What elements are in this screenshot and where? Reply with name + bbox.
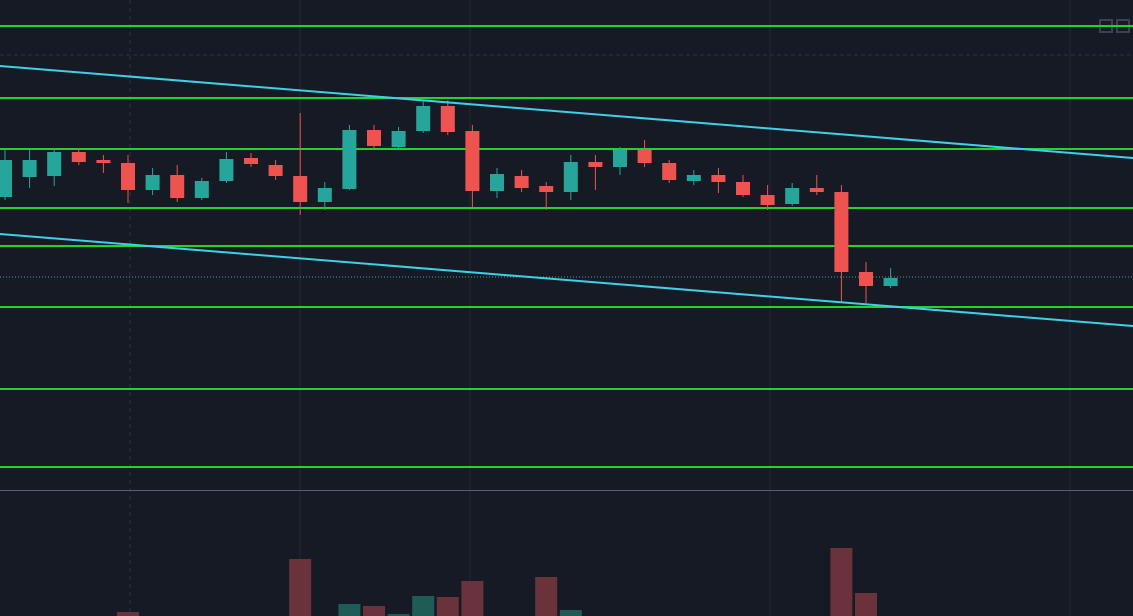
candle-body (613, 150, 627, 167)
candle-body (539, 186, 554, 192)
candle-body (219, 159, 234, 181)
volume-bar (436, 597, 459, 616)
volume-bar (338, 604, 361, 616)
candle-body (760, 195, 775, 205)
volume-bar (461, 581, 484, 616)
candle-body (367, 130, 381, 146)
candle-body (711, 175, 726, 182)
volume-bar (830, 548, 853, 616)
candle-body (0, 160, 12, 197)
candle-body (440, 106, 455, 132)
candle-body (71, 152, 86, 162)
candle-body (416, 106, 431, 131)
candle-body (145, 175, 160, 190)
candle-body (244, 158, 258, 164)
candle-body (662, 163, 677, 180)
candle-body (342, 130, 357, 189)
candle-body (96, 160, 111, 163)
volume-bar (559, 610, 582, 616)
candle-body (637, 150, 652, 163)
candle-body (834, 192, 849, 272)
candle-body (268, 165, 283, 176)
candle-body (465, 131, 480, 191)
candle-body (736, 182, 750, 195)
volume-bar (387, 614, 410, 616)
trendline (0, 233, 1133, 327)
candle-body (563, 162, 578, 192)
candle-body (22, 160, 37, 177)
volume-bar (412, 596, 435, 616)
trendline (0, 65, 1133, 159)
volume-bar (535, 577, 558, 616)
candle-body (194, 181, 209, 198)
candle-body (883, 278, 898, 286)
volume-bar (855, 593, 877, 616)
candle-body (47, 152, 62, 176)
candle-body (588, 162, 603, 167)
candle-body (170, 175, 185, 198)
candle-body (317, 188, 332, 202)
candle-body (391, 131, 406, 147)
volume-bar (289, 559, 312, 616)
candle-body (293, 176, 308, 202)
volume-bar (363, 606, 385, 616)
volume-bar (117, 612, 139, 616)
candle-body (785, 188, 800, 204)
candle-body (809, 188, 824, 192)
candle-body (686, 175, 701, 181)
candle-body (514, 176, 529, 188)
candle-body (859, 272, 873, 286)
candle-body (121, 163, 135, 190)
candle-body (490, 174, 504, 191)
